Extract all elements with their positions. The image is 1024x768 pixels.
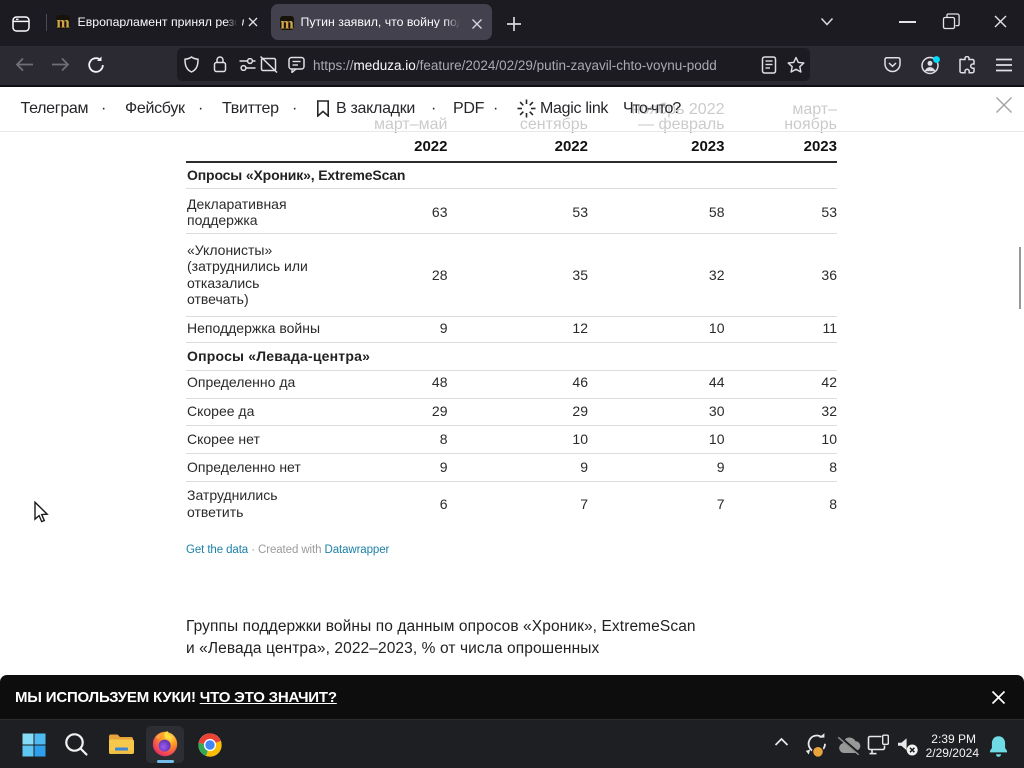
svg-text:m: m [280, 16, 294, 30]
svg-text:m: m [56, 15, 70, 29]
